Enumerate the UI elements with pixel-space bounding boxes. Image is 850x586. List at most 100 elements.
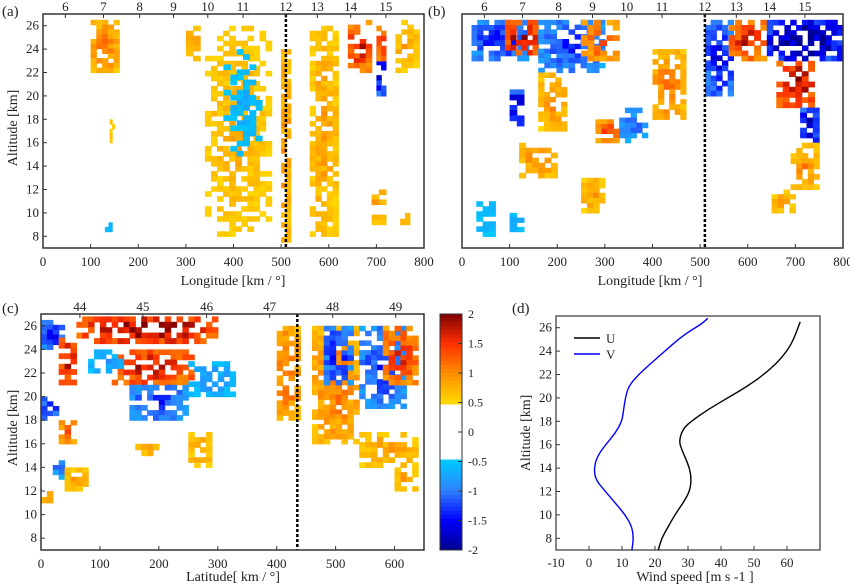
- heatmap-cell: [754, 35, 761, 41]
- heatmap-cell: [323, 389, 331, 396]
- heatmap-cell: [400, 384, 407, 390]
- y-tick-label: 18: [26, 111, 39, 126]
- panel-a-xlabel: Longitude [km / °]: [181, 274, 286, 289]
- heatmap-cell: [394, 365, 401, 371]
- heatmap-cell: [562, 62, 570, 69]
- heatmap-cell: [778, 40, 785, 46]
- heatmap-cell: [282, 360, 290, 367]
- heatmap-cell: [64, 486, 72, 492]
- heatmap-cell: [550, 29, 557, 35]
- heatmap-cell: [52, 410, 60, 417]
- heatmap-cell: [102, 58, 109, 64]
- heatmap-cell: [243, 135, 250, 142]
- heatmap-cell: [735, 45, 742, 52]
- y-tick-label: 20: [24, 389, 37, 404]
- heatmap-cell: [371, 214, 380, 221]
- heatmap-cell: [382, 370, 390, 376]
- heatmap-cell: [243, 130, 250, 137]
- heatmap-cell: [317, 389, 325, 396]
- heatmap-cell: [371, 355, 378, 361]
- heatmap-cell: [335, 419, 343, 425]
- heatmap-cell: [285, 83, 292, 90]
- heatmap-cell: [323, 409, 331, 415]
- heatmap-cell: [164, 400, 172, 406]
- heatmap-cell: [568, 53, 576, 59]
- heatmap-cell: [722, 60, 729, 67]
- heatmap-cell: [253, 191, 261, 197]
- top-tick-label: 6: [481, 0, 488, 14]
- heatmap-cell: [276, 380, 284, 387]
- heatmap-cell: [76, 321, 83, 328]
- heatmap-cell: [288, 355, 295, 362]
- heatmap-cell: [230, 94, 238, 101]
- heatmap-cell: [652, 49, 659, 55]
- heatmap-cell: [347, 365, 354, 371]
- heatmap-cell: [94, 368, 101, 374]
- heatmap-cell: [382, 365, 390, 371]
- colorbar-segment: [440, 467, 462, 472]
- heatmap-cell: [538, 172, 546, 179]
- heatmap-cell: [265, 181, 273, 187]
- heatmap-cell: [543, 121, 551, 127]
- heatmap-cell: [741, 25, 749, 31]
- heatmap-cell: [550, 34, 557, 40]
- heatmap-cell: [309, 50, 316, 57]
- heatmap-cell: [282, 340, 290, 347]
- heatmap-cell: [285, 172, 292, 179]
- heatmap-cell: [376, 379, 384, 385]
- heatmap-cell: [123, 359, 130, 366]
- heatmap-cell: [341, 438, 348, 445]
- heatmap-cell: [556, 58, 564, 64]
- heatmap-cell: [376, 90, 382, 97]
- heatmap-cell: [229, 211, 236, 217]
- heatmap-cell: [587, 177, 594, 184]
- heatmap-cell: [784, 25, 791, 31]
- colorbar-segment: [440, 396, 462, 402]
- heatmap-cell: [94, 316, 101, 323]
- heatmap-cell: [182, 354, 189, 361]
- heatmap-cell: [607, 128, 614, 134]
- heatmap-cell: [359, 462, 366, 468]
- colorbar-segment: [440, 365, 462, 370]
- heatmap-cell: [46, 324, 54, 331]
- heatmap-cell: [123, 338, 130, 345]
- heatmap-cell: [587, 187, 594, 194]
- heatmap-cell: [483, 40, 490, 46]
- heatmap-cell: [164, 384, 172, 391]
- heatmap-cell: [217, 156, 224, 162]
- heatmap-cell: [400, 335, 407, 342]
- heatmap-cell: [538, 96, 545, 103]
- heatmap-cell: [259, 171, 267, 177]
- colorbar-segment: [440, 526, 462, 531]
- heatmap-cell: [378, 199, 387, 206]
- heatmap-cell: [323, 325, 331, 332]
- heatmap-cell: [164, 316, 172, 323]
- y-tick-label: 24: [539, 343, 553, 358]
- heatmap-cell: [211, 121, 218, 127]
- heatmap-cell: [727, 55, 734, 61]
- heatmap-cell: [329, 379, 337, 386]
- heatmap-cell: [510, 24, 517, 31]
- heatmap-cell: [538, 67, 545, 74]
- heatmap-cell: [365, 43, 373, 50]
- heatmap-cell: [556, 24, 564, 30]
- heatmap-cell: [247, 181, 255, 187]
- heatmap-cell: [381, 45, 387, 52]
- heatmap-cell: [285, 78, 292, 85]
- heatmap-cell: [795, 76, 803, 83]
- colorbar-segment: [440, 459, 462, 464]
- heatmap-cell: [335, 424, 343, 430]
- heatmap-cell: [265, 146, 273, 152]
- heatmap-cell: [598, 62, 606, 69]
- heatmap-cell: [129, 332, 136, 339]
- heatmap-cell: [259, 186, 267, 192]
- heatmap-cell: [241, 196, 248, 202]
- heatmap-cell: [229, 100, 236, 107]
- heatmap-cell: [477, 50, 484, 57]
- top-tick-label: 9: [589, 0, 596, 14]
- heatmap-cell: [129, 349, 136, 356]
- heatmap-cell: [58, 324, 66, 331]
- heatmap-cell: [376, 40, 382, 47]
- heatmap-cell: [335, 370, 343, 376]
- heatmap-cell: [170, 354, 178, 361]
